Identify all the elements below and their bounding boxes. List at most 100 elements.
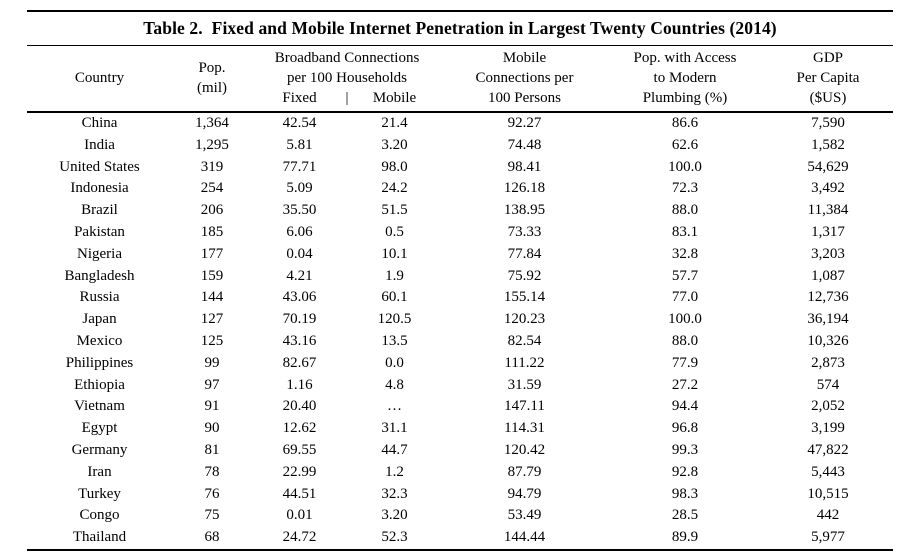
cell-gdp: 10,326 (807, 332, 849, 349)
cell-fixed: 4.21 (286, 267, 313, 284)
cell-mobile_conn: 94.79 (507, 485, 542, 502)
cell-pop: 99 (204, 354, 220, 371)
cell-mobile: 51.5 (381, 202, 408, 219)
header-mobileconn-line1: Mobile (502, 50, 547, 66)
cell-country: United States (59, 158, 140, 175)
cell-mobile_conn: 120.23 (503, 311, 546, 328)
header-plumbing-line2: to Modern (653, 70, 717, 86)
cell-plumbing: 77.0 (671, 289, 699, 306)
cell-country: Mexico (76, 332, 123, 349)
cell-country: Germany (71, 441, 128, 458)
cell-fixed: 20.40 (282, 398, 317, 415)
table-row: Brazil 206 35.50 51.5 138.95 88.0 11,384 (27, 200, 893, 222)
header-broadband-subcolumns: Fixed | Mobile (252, 88, 442, 108)
cell-pop: 177 (200, 245, 224, 262)
cell-fixed: 43.06 (282, 289, 317, 306)
cell-fixed: 5.09 (286, 180, 313, 197)
cell-country: Brazil (81, 202, 118, 219)
cell-plumbing: 86.6 (671, 115, 699, 131)
table-row: India 1,295 5.81 3.20 74.48 62.6 1,582 (27, 135, 893, 157)
cell-mobile: 3.20 (381, 136, 408, 153)
cell-mobile_conn: 53.49 (507, 507, 542, 524)
header-broadband: Broadband Connections per 100 Households… (252, 46, 442, 113)
cell-gdp: 47,822 (807, 441, 849, 458)
cell-mobile_conn: 120.42 (503, 441, 546, 458)
cell-pop: 91 (204, 398, 220, 415)
cell-mobile: 1.9 (385, 267, 404, 284)
cell-mobile_conn: 147.11 (504, 398, 545, 415)
cell-plumbing: 94.4 (671, 398, 699, 415)
cell-mobile: 1.2 (385, 463, 404, 480)
cell-plumbing: 92.8 (671, 463, 699, 480)
cell-mobile: 31.1 (381, 420, 408, 437)
cell-mobile: 3.20 (381, 507, 408, 524)
cell-country: Ethiopia (74, 376, 125, 393)
table-row: Vietnam 91 20.40 … 147.11 94.4 2,052 (27, 396, 893, 418)
cell-pop: 206 (200, 202, 224, 219)
header-fixed-label: Fixed (282, 90, 317, 106)
cell-mobile: 60.1 (381, 289, 408, 306)
cell-mobile: 21.4 (381, 115, 408, 131)
cell-plumbing: 62.6 (671, 136, 699, 153)
table-2-container: Table 2. Fixed and Mobile Internet Penet… (27, 10, 893, 551)
cell-mobile: 24.2 (381, 180, 408, 197)
header-pop-line1: Pop. (198, 60, 226, 76)
cell-gdp: 3,492 (811, 180, 845, 197)
cell-pop: 159 (200, 267, 224, 284)
cell-plumbing: 88.0 (671, 332, 699, 349)
table-row: Mexico 125 43.16 13.5 82.54 88.0 10,326 (27, 331, 893, 353)
cell-gdp: 54,629 (807, 158, 849, 175)
cell-mobile: 120.5 (377, 311, 412, 328)
cell-pop: 254 (200, 180, 224, 197)
table-row: Russia 144 43.06 60.1 155.14 77.0 12,736 (27, 287, 893, 309)
cell-country: Pakistan (74, 223, 125, 240)
cell-mobile_conn: 82.54 (507, 332, 542, 349)
cell-country: Bangladesh (64, 267, 135, 284)
table-row: Japan 127 70.19 120.5 120.23 100.0 36,194 (27, 309, 893, 331)
cell-gdp: 2,052 (811, 398, 845, 415)
cell-fixed: 24.72 (282, 529, 317, 546)
header-broadband-line2: per 100 Households (287, 70, 407, 86)
cell-country: Turkey (78, 485, 121, 502)
cell-plumbing: 100.0 (668, 158, 702, 175)
cell-country: Russia (79, 289, 120, 306)
table-row: Germany 81 69.55 44.7 120.42 99.3 47,822 (27, 440, 893, 462)
cell-fixed: 0.04 (286, 245, 313, 262)
cell-gdp: 1,317 (811, 223, 845, 240)
cell-mobile_conn: 31.59 (507, 376, 542, 393)
cell-plumbing: 77.9 (671, 354, 699, 371)
cell-fixed: 82.67 (282, 354, 317, 371)
cell-plumbing: 72.3 (671, 180, 699, 197)
cell-plumbing: 96.8 (671, 420, 699, 437)
header-mobile-connections: Mobile Connections per 100 Persons (442, 46, 607, 113)
cell-gdp: 1,582 (811, 136, 845, 153)
header-row: Country Pop. (mil) Broadband Connections… (27, 46, 893, 113)
cell-mobile: 4.8 (385, 376, 404, 393)
table-row: Thailand 68 24.72 52.3 144.44 89.9 5,977 (27, 527, 893, 550)
cell-mobile_conn: 92.27 (507, 115, 542, 131)
cell-gdp: 10,515 (807, 485, 849, 502)
cell-mobile_conn: 144.44 (503, 529, 546, 546)
cell-gdp: 36,194 (807, 311, 849, 328)
header-pop-line2: (mil) (197, 80, 227, 96)
cell-plumbing: 32.8 (671, 245, 699, 262)
cell-fixed: 22.99 (282, 463, 317, 480)
cell-mobile_conn: 73.33 (507, 223, 542, 240)
cell-pop: 125 (200, 332, 224, 349)
cell-mobile: … (387, 398, 402, 415)
cell-gdp: 574 (816, 376, 840, 393)
header-plumbing-line3: Plumbing (%) (642, 90, 728, 106)
table-title: Table 2. Fixed and Mobile Internet Penet… (27, 12, 893, 46)
cell-fixed: 44.51 (282, 485, 317, 502)
table-row: United States 319 77.71 98.0 98.41 100.0 54,62… (27, 157, 893, 179)
cell-pop: 185 (200, 223, 224, 240)
table-row: Philippines 99 82.67 0.0 111.22 77.9 2,873 (27, 353, 893, 375)
cell-pop: 319 (200, 158, 224, 175)
cell-mobile: 10.1 (381, 245, 408, 262)
cell-gdp: 11,384 (807, 202, 849, 219)
header-separator-bar: | (345, 90, 349, 106)
table-row: Ethiopia 97 1.16 4.8 31.59 27.2 574 (27, 375, 893, 397)
cell-pop: 97 (204, 376, 220, 393)
header-plumbing: Pop. with Access to Modern Plumbing (%) (607, 46, 763, 113)
